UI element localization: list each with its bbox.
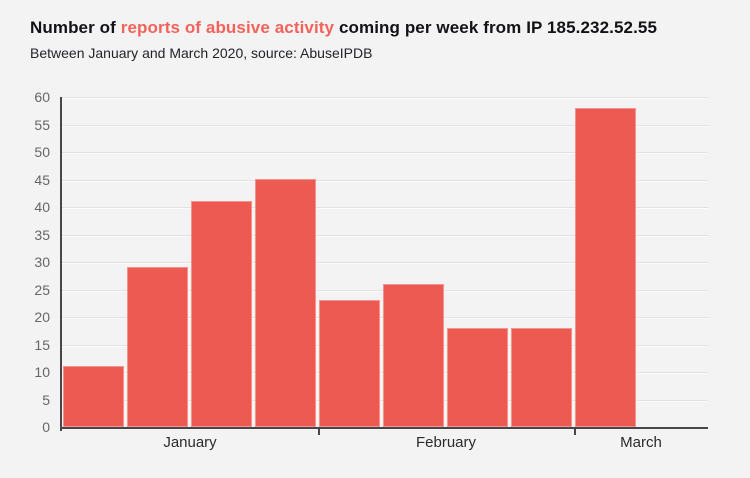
x-axis-month-tick <box>574 427 576 435</box>
bar-week-8 <box>511 328 572 427</box>
y-axis-tick-label: 40 <box>34 199 50 215</box>
bar-week-3 <box>191 201 252 427</box>
gridline-y-60 <box>62 97 708 98</box>
y-axis-tick-label: 25 <box>34 281 50 298</box>
gridline-y-35 <box>62 234 708 236</box>
gridline-y-55 <box>62 124 708 126</box>
bar-week-4 <box>255 179 316 427</box>
plot-area: 0 5 10 15 20 25 30 35 40 45 50 55 60 January February M… <box>34 89 708 451</box>
gridline-y-40 <box>62 207 708 208</box>
y-axis-tick-label: 15 <box>34 336 50 353</box>
y-axis-tick-label: 45 <box>34 171 50 188</box>
x-axis-month-label-february: February <box>415 434 477 451</box>
y-axis-tick-label: 50 <box>34 144 50 160</box>
bar-week-7 <box>447 328 508 427</box>
chart-subtitle: Between January and March 2020, source: … <box>30 45 373 61</box>
y-axis-tick-label: 30 <box>34 254 50 270</box>
x-axis-month-label-january: January <box>163 434 217 451</box>
title-text-trailing: coming per week from IP 185.232.52.55 <box>334 18 657 37</box>
y-axis-tick-label: 5 <box>42 391 50 408</box>
gridline-y-30 <box>62 262 708 263</box>
x-axis-month-label-march: March <box>620 434 662 451</box>
y-axis-tick-label: 0 <box>42 419 50 435</box>
title-highlight: reports of abusive activity <box>120 18 335 37</box>
chart-title: Number of reports of abusive activity co… <box>30 18 730 38</box>
bar-week-5 <box>319 300 380 427</box>
y-axis-tick-label: 60 <box>34 89 50 105</box>
bar-week-9 <box>575 108 636 427</box>
gridline-y-45 <box>62 179 708 181</box>
bar-week-6 <box>383 284 444 427</box>
bar-week-2 <box>127 267 188 427</box>
x-axis-origin-tick <box>60 427 62 431</box>
bar-week-1 <box>63 366 124 427</box>
y-axis-tick-label: 10 <box>34 364 50 380</box>
gridline-y-50 <box>62 152 708 153</box>
y-axis-tick-label: 35 <box>34 226 50 243</box>
y-axis-tick-label: 55 <box>34 116 50 133</box>
x-axis-month-tick <box>318 427 320 435</box>
chart-header: Number of reports of abusive activity co… <box>30 18 730 61</box>
y-axis-tick-label: 20 <box>34 309 50 325</box>
title-text-leading: Number of <box>30 18 121 37</box>
